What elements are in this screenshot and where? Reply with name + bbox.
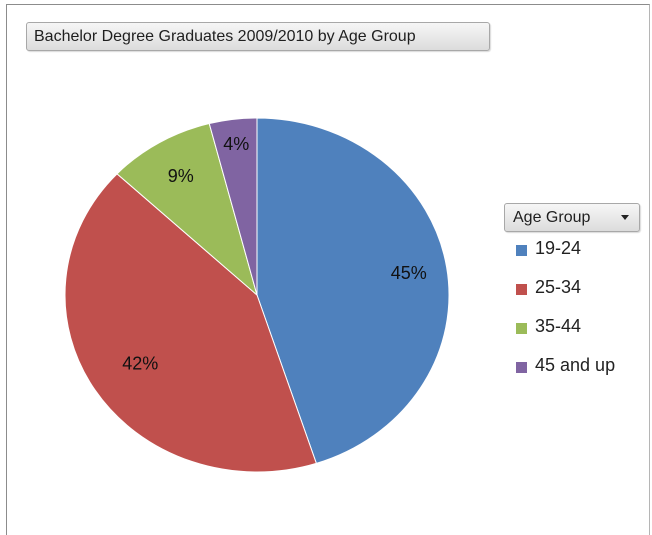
legend-swatch [516,362,527,373]
pie-slice-25-34[interactable] [64,173,317,473]
legend-label: 45 and up [535,355,616,375]
legend-swatch [516,323,527,334]
dropdown-arrow-icon[interactable] [621,215,629,220]
legend-filter-button[interactable]: Age Group [504,203,640,232]
legend-swatch [516,245,527,256]
legend-label: 25-34 [535,277,582,297]
data-label-45-and-up: 4% [223,134,249,154]
legend-swatch [516,284,527,295]
legend-title: Age Group [513,209,591,226]
chart-title[interactable]: Bachelor Degree Graduates 2009/2010 by A… [26,22,490,51]
legend-label: 35-44 [535,316,582,336]
legend-label: 19-24 [535,238,582,258]
data-label-19-24: 45% [391,263,427,283]
data-label-25-34: 42% [122,353,158,373]
pie-slice-35-44[interactable] [116,122,258,297]
pie-slice-45-and-up[interactable] [208,117,258,296]
data-label-35-44: 9% [168,166,194,186]
pie-slice-19-24[interactable] [256,117,450,464]
